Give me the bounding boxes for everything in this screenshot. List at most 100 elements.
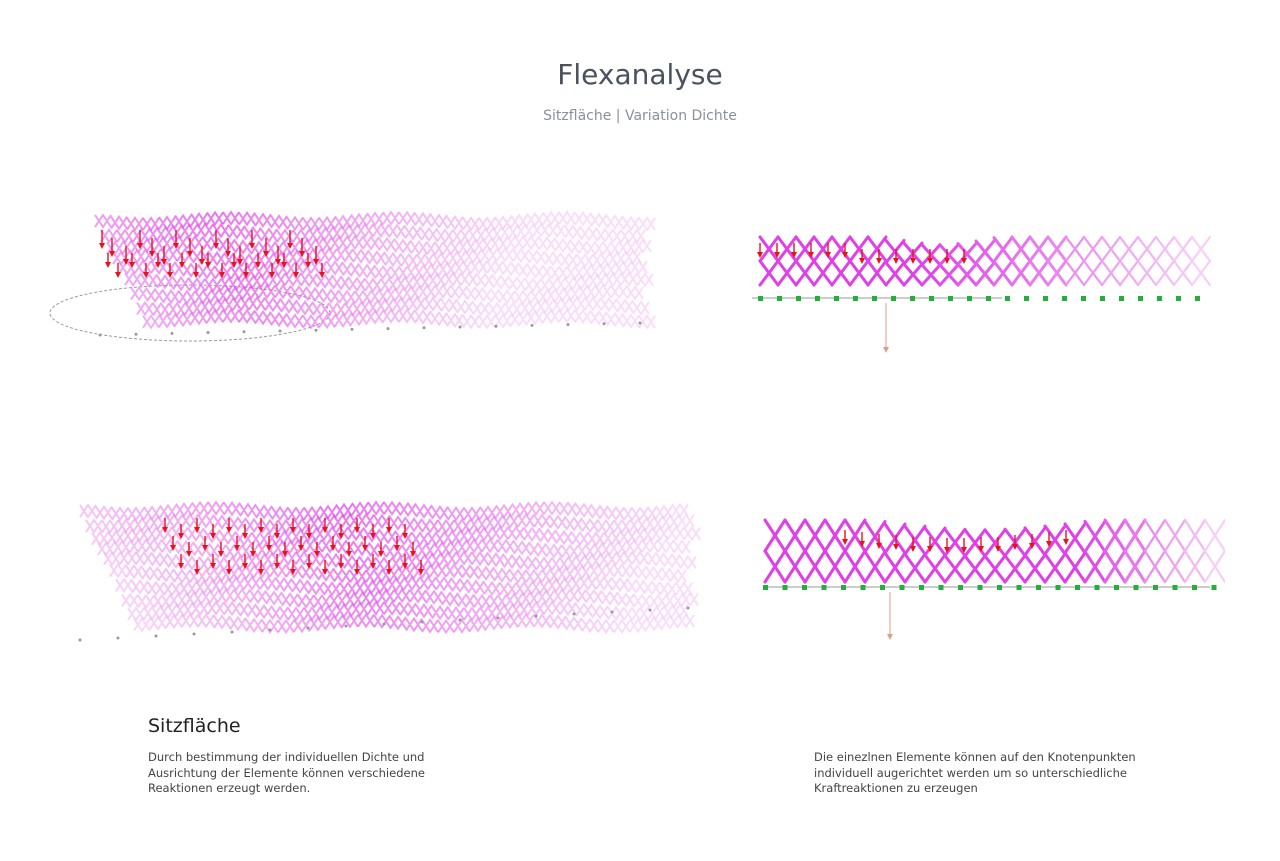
support-node <box>1157 296 1162 301</box>
side-view-top <box>740 225 1220 360</box>
support-node <box>777 296 782 301</box>
load-arrow-head <box>263 251 269 257</box>
load-arrow-head <box>346 551 352 557</box>
description-left: Durch bestimmung der individuellen Dicht… <box>148 750 425 797</box>
load-arrow-head <box>109 251 115 257</box>
reaction-arrow-head <box>883 347 889 353</box>
support-node <box>910 296 915 301</box>
load-arrow-head <box>202 545 208 551</box>
support-node <box>1016 585 1022 590</box>
load-arrow-head <box>178 533 184 539</box>
load-arrow-head <box>231 262 237 268</box>
load-arrow-head <box>402 533 408 539</box>
load-arrow-head <box>319 272 325 278</box>
support-node <box>458 618 462 622</box>
support-node <box>314 328 318 332</box>
load-arrow-head <box>293 272 299 278</box>
load-arrow-head <box>173 243 179 249</box>
section-heading: Sitzfläche <box>148 715 241 737</box>
load-arrow-head <box>210 563 216 569</box>
load-arrow-head <box>370 563 376 569</box>
support-node <box>853 296 858 301</box>
support-node <box>1114 585 1119 590</box>
support-node <box>566 323 570 327</box>
support-node <box>686 606 690 610</box>
support-node <box>815 296 820 301</box>
load-arrow-head <box>226 569 232 575</box>
support-node <box>170 331 174 335</box>
load-arrow-head <box>143 272 149 278</box>
support-node <box>1043 296 1048 301</box>
load-arrow-head <box>167 272 173 278</box>
support-node <box>192 632 196 636</box>
support-node <box>420 620 424 624</box>
load-arrow-head <box>290 527 296 533</box>
support-node <box>802 585 807 590</box>
load-arrow-head <box>944 258 950 264</box>
support-node <box>648 608 652 612</box>
support-node <box>534 614 538 618</box>
load-arrow-head <box>910 546 916 552</box>
load-arrow-head <box>338 533 344 539</box>
load-arrow-head <box>330 545 336 551</box>
support-node <box>1195 296 1200 301</box>
description-right-line: individuell augerichtet werden um so unt… <box>814 765 1127 780</box>
load-arrow-head <box>370 533 376 539</box>
support-node <box>880 585 885 590</box>
load-arrow-head <box>842 252 848 258</box>
support-node <box>350 327 354 331</box>
support-node <box>899 585 905 590</box>
support-node <box>834 296 839 301</box>
load-arrow-head <box>893 544 899 550</box>
load-arrow-head <box>242 533 248 539</box>
load-arrow-head <box>961 258 967 264</box>
load-arrow-head <box>274 533 280 539</box>
load-arrow-head <box>362 545 368 551</box>
load-arrow-head <box>115 272 121 278</box>
load-arrow-head <box>287 243 293 249</box>
support-node <box>919 585 924 590</box>
support-node <box>1119 296 1124 301</box>
support-node <box>1036 585 1041 590</box>
load-arrow-head <box>995 546 1001 552</box>
load-arrow-head <box>876 543 882 549</box>
load-arrow-head <box>944 547 950 553</box>
load-arrow-head <box>1012 544 1018 550</box>
support-node <box>891 296 896 301</box>
lattice-mesh <box>763 518 1225 584</box>
load-arrow-head <box>226 527 232 533</box>
support-node <box>230 630 234 634</box>
load-arrow-head <box>910 258 916 264</box>
load-arrow-head <box>193 272 199 278</box>
load-arrow-head <box>187 251 193 257</box>
support-node <box>268 628 272 632</box>
support-node <box>1075 585 1080 590</box>
load-arrow-head <box>258 527 264 533</box>
support-node <box>1081 296 1086 301</box>
load-arrow-head <box>322 569 328 575</box>
load-arrow-head <box>237 259 243 265</box>
load-arrow-head <box>299 251 305 257</box>
support-node <box>1133 585 1139 590</box>
load-arrow-head <box>266 545 272 551</box>
load-arrow-head <box>179 262 185 268</box>
support-node <box>530 323 534 327</box>
load-arrow-head <box>170 545 176 551</box>
support-node <box>610 610 614 614</box>
support-node <box>1192 585 1197 590</box>
page-title: Flexanalyse <box>557 58 723 91</box>
load-arrow-head <box>410 551 416 557</box>
description-left-line: Ausrichtung der Elemente können verschie… <box>148 765 425 780</box>
load-arrow-head <box>1029 543 1035 549</box>
lattice-mesh <box>94 210 656 330</box>
support-node <box>1100 296 1105 301</box>
support-node <box>422 326 426 330</box>
load-arrow-head <box>418 569 424 575</box>
support-node <box>986 296 991 301</box>
support-node <box>206 331 210 335</box>
support-node <box>572 612 576 616</box>
load-arrow-head <box>378 551 384 557</box>
load-arrow-head <box>162 527 168 533</box>
support-node <box>1211 585 1217 590</box>
load-arrow-head <box>218 551 224 557</box>
